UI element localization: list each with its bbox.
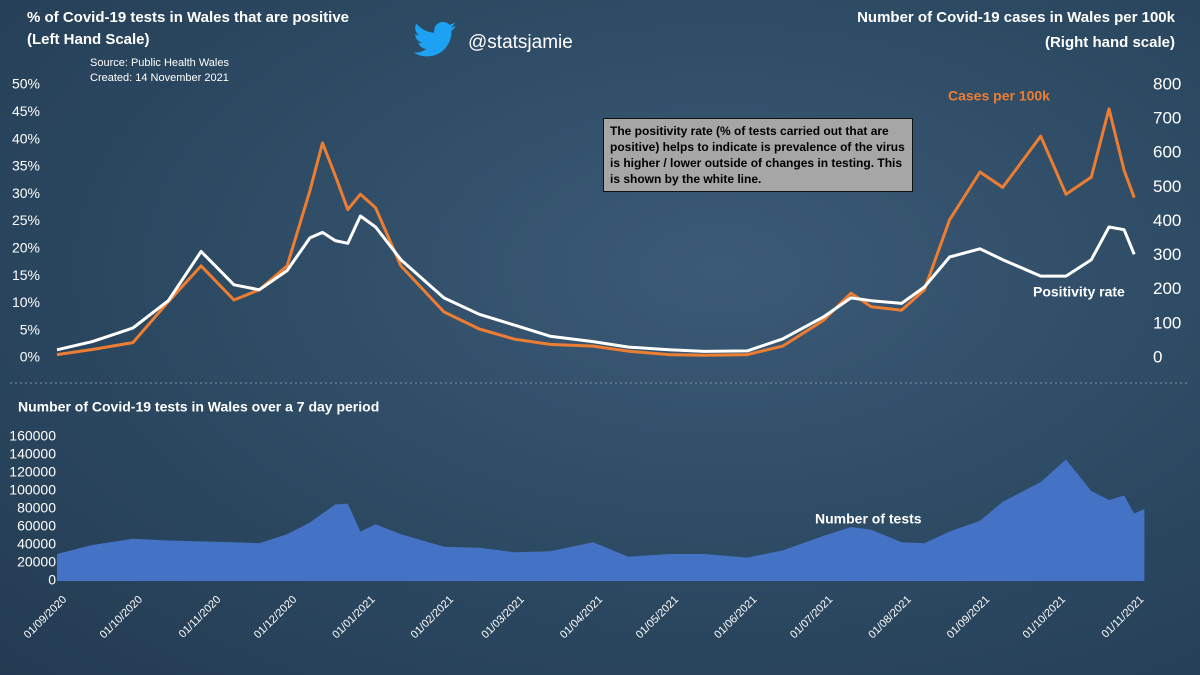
x-tick-label: 01/11/2020: [177, 594, 224, 641]
right-axis-label: (Right hand scale): [1045, 34, 1175, 51]
tests-title: Number of Covid-19 tests in Wales over a…: [18, 399, 379, 415]
x-tick-label: 01/09/2021: [945, 594, 992, 641]
y-tick-label: 0%: [20, 349, 40, 365]
y-tick-label: 15%: [12, 267, 40, 283]
x-tick-label: 01/03/2021: [479, 594, 526, 641]
y-tick-label: 120000: [9, 464, 56, 480]
y2-tick-label: 500: [1153, 177, 1181, 196]
y-tick-label: 10%: [12, 294, 40, 310]
x-tick-label: 01/12/2020: [252, 594, 299, 641]
y-tick-label: 20%: [12, 240, 40, 256]
y-tick-label: 25%: [12, 212, 40, 228]
series-label: Number of tests: [815, 511, 922, 527]
x-tick-label: 01/10/2020: [98, 594, 145, 641]
y-tick-label: 35%: [12, 158, 40, 174]
series-line: [56, 107, 1136, 357]
series-label: Positivity rate: [1033, 284, 1125, 300]
annotation: The positivity rate (% of tests carried …: [603, 118, 913, 192]
twitter-logo: [413, 22, 456, 57]
x-tick-label: 01/09/2020: [22, 594, 69, 641]
series-area: [57, 459, 1145, 581]
y-tick-label: 160000: [9, 428, 56, 444]
y-tick-label: 40%: [12, 130, 40, 146]
y-tick-label: 140000: [9, 446, 56, 462]
y-tick-label: 20000: [17, 554, 56, 570]
y-tick-label: 100000: [9, 482, 56, 498]
x-tick-label: 01/07/2021: [788, 594, 835, 641]
y-tick-label: 50%: [12, 76, 40, 92]
x-tick-label: 01/10/2021: [1021, 594, 1068, 641]
left-title: % of Covid-19 tests in Wales that are po…: [27, 9, 349, 26]
right-title: Number of Covid-19 cases in Wales per 10…: [857, 9, 1176, 26]
y2-tick-label: 300: [1153, 245, 1181, 264]
y2-tick-label: 700: [1153, 109, 1181, 128]
y2-tick-label: 800: [1153, 74, 1181, 93]
y-tick-label: 30%: [12, 185, 40, 201]
y-tick-label: 80000: [17, 500, 56, 516]
y-tick-label: 0: [48, 572, 56, 588]
y-tick-label: 5%: [20, 321, 40, 337]
y2-tick-label: 100: [1153, 313, 1181, 332]
y2-tick-label: 600: [1153, 143, 1181, 162]
y2-tick-label: 0: [1153, 347, 1162, 366]
x-tick-label: 01/06/2021: [712, 594, 759, 641]
y-tick-label: 60000: [17, 518, 56, 534]
left-axis-label: (Left Hand Scale): [27, 31, 150, 48]
source: Source: Public Health Wales: [90, 57, 229, 69]
series-label: Cases per 100k: [948, 88, 1050, 104]
x-tick-label: 01/08/2021: [866, 594, 913, 641]
y-tick-label: 45%: [12, 103, 40, 119]
x-tick-label: 01/01/2021: [330, 594, 377, 641]
y2-tick-label: 200: [1153, 279, 1181, 298]
x-tick-label: 01/04/2021: [558, 594, 605, 641]
created: Created: 14 November 2021: [90, 72, 229, 84]
twitter-handle: @statsjamie: [468, 32, 573, 53]
y2-tick-label: 400: [1153, 211, 1181, 230]
x-tick-label: 01/02/2021: [409, 594, 456, 641]
series-line: [56, 214, 1136, 353]
y-tick-label: 40000: [17, 536, 56, 552]
x-tick-label: 01/05/2021: [634, 594, 681, 641]
x-tick-label: 01/11/2021: [1100, 594, 1147, 641]
